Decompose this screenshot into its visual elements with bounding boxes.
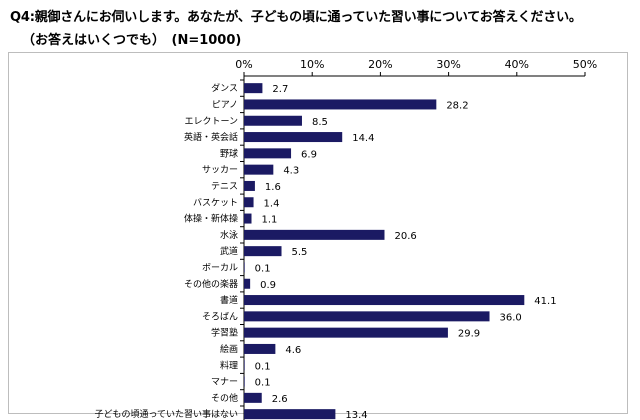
value-label: 0.9 — [260, 280, 276, 291]
category-label: マナー — [211, 377, 238, 388]
category-label: 子どもの頃通っていた習い事はない — [94, 408, 238, 420]
value-label: 2.6 — [272, 394, 288, 405]
category-label: バスケット — [193, 197, 238, 208]
category-label: 絵画 — [220, 343, 238, 355]
bar — [244, 164, 274, 175]
bar — [244, 360, 245, 371]
category-label: その他 — [211, 392, 238, 404]
category-label: 野球 — [220, 147, 238, 159]
bar — [244, 229, 385, 240]
category-label: 書道 — [220, 294, 238, 306]
chart-question-title: Q4:親御さんにお伺いします。あなたが、子どもの頃に通っていた習い事についてお答… — [10, 10, 582, 25]
value-label: 1.6 — [265, 182, 281, 193]
value-label: 4.3 — [283, 166, 299, 177]
bar — [244, 262, 245, 273]
value-label: 8.5 — [312, 117, 328, 128]
category-label: ピアノ — [212, 99, 238, 110]
value-label: 14.4 — [352, 133, 374, 144]
value-label: 5.5 — [292, 247, 308, 258]
value-label: 29.9 — [458, 329, 480, 340]
value-label: 0.1 — [255, 263, 271, 274]
x-tick-label: 40% — [505, 58, 529, 71]
x-tick-label: 50% — [573, 58, 597, 71]
value-label: 1.1 — [262, 215, 278, 226]
category-label: 体操・新体操 — [184, 213, 238, 225]
category-label: ボーカル — [202, 262, 238, 273]
chart-question-subtitle: （お答えはいくつでも） (N=1000) — [22, 33, 242, 48]
value-label: 6.9 — [301, 149, 317, 160]
bar — [244, 246, 282, 257]
value-label: 41.1 — [534, 296, 556, 307]
bar — [244, 295, 525, 306]
category-label: 水泳 — [220, 229, 238, 241]
value-label: 28.2 — [446, 100, 468, 111]
value-label: 4.6 — [285, 345, 301, 356]
bar — [244, 180, 255, 191]
bar — [244, 278, 251, 289]
category-label: 武道 — [220, 245, 238, 257]
bar — [244, 99, 437, 110]
value-label: 36.0 — [500, 312, 522, 323]
value-label: 2.7 — [272, 84, 288, 95]
category-label: サッカー — [202, 165, 238, 176]
x-tick-label: 30% — [436, 58, 460, 71]
bar — [244, 392, 262, 403]
x-tick-label: 0% — [235, 58, 252, 71]
bar — [244, 311, 490, 322]
bar — [244, 376, 245, 387]
category-label: 学習塾 — [211, 327, 238, 339]
bar — [244, 213, 252, 224]
category-label: テニス — [211, 181, 238, 192]
category-label: エレクトーン — [184, 116, 238, 127]
bar — [244, 343, 276, 354]
bar — [244, 115, 302, 126]
x-tick-label: 20% — [368, 58, 392, 71]
value-label: 0.1 — [255, 378, 271, 389]
bar — [244, 409, 336, 420]
bar — [244, 83, 263, 94]
category-label: ダンス — [211, 82, 238, 94]
bar — [244, 197, 254, 208]
category-label: 英語・英会話 — [184, 131, 238, 143]
value-label: 20.6 — [394, 231, 416, 242]
category-label: 料理 — [220, 359, 238, 371]
bar — [244, 148, 292, 159]
category-label: そろばん — [202, 311, 238, 322]
category-label: その他の楽器 — [184, 278, 238, 290]
bar — [244, 327, 448, 338]
bar — [244, 132, 343, 143]
value-label: 13.4 — [345, 410, 367, 420]
value-label: 1.4 — [264, 198, 280, 209]
x-tick-label: 10% — [300, 58, 324, 71]
value-label: 0.1 — [255, 361, 271, 372]
